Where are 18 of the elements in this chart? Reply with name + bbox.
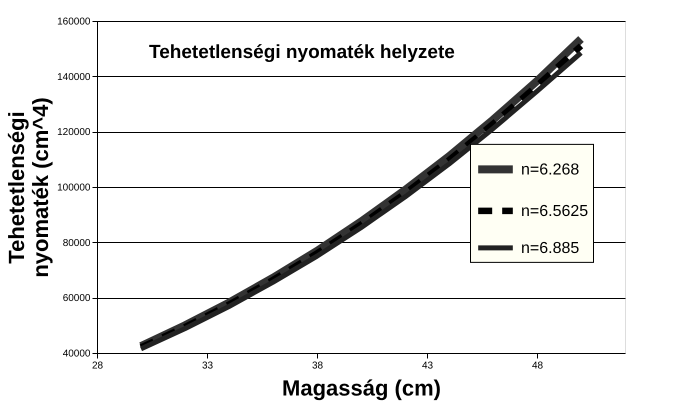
text: Tehetetlenségi nyomaték helyzete — [149, 42, 455, 63]
y-tick-label: 120000 — [57, 127, 91, 138]
y-tick-label: 60000 — [62, 293, 91, 304]
x-tick-label: 33 — [202, 360, 214, 372]
y-axis-title: Tehetetlenségi nyomaték (cm^4) — [4, 97, 54, 278]
legend-label: n=6.885 — [521, 240, 580, 257]
y-tick-label: 100000 — [57, 182, 91, 194]
y-tick-label: 40000 — [62, 348, 91, 360]
y-tick-label: 160000 — [57, 16, 91, 28]
x-tick-label: 28 — [92, 360, 104, 372]
x-axis-title: Magasság (cm) — [282, 376, 441, 400]
y-tick-label: 140000 — [57, 72, 91, 83]
x-tick-label: 48 — [532, 360, 544, 372]
legend-label: n=6.5625 — [521, 202, 588, 220]
legend-label: n=6.268 — [521, 161, 580, 178]
x-tick-label: 43 — [422, 360, 434, 372]
x-tick-label: 38 — [312, 360, 324, 372]
y-tick-label: 80000 — [62, 238, 91, 249]
